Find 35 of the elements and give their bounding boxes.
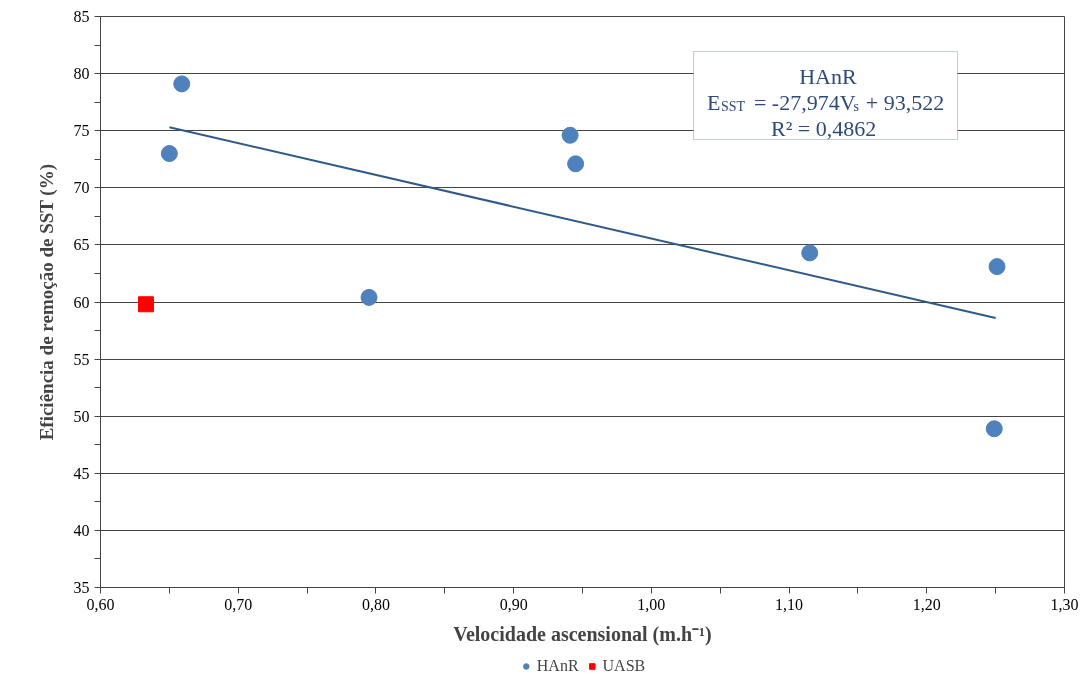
annotation: HAnR bbox=[799, 64, 857, 89]
y-tick-label: 70 bbox=[73, 179, 90, 197]
y-tick-label: 85 bbox=[73, 8, 90, 25]
x-tick-label: 1,00 bbox=[637, 595, 666, 613]
annotation: R² = 0,4862 bbox=[771, 116, 877, 141]
legend-label: HAnR bbox=[536, 657, 579, 675]
point bbox=[985, 420, 1003, 438]
y-tick-label: 35 bbox=[73, 579, 90, 596]
y-tick-label: 60 bbox=[73, 293, 90, 311]
y-tick-label: 75 bbox=[73, 122, 90, 140]
annotation: ESST = -27,974Vs + 93,522 bbox=[706, 90, 945, 115]
y-tick-label: 80 bbox=[73, 65, 90, 83]
x-tick-label: 0,80 bbox=[361, 595, 390, 613]
y-axis-title: Eficiência de remoção de SST (%) bbox=[35, 163, 58, 441]
x-tick-label: 0,90 bbox=[499, 595, 528, 613]
y-tick-label: 50 bbox=[73, 407, 90, 425]
point bbox=[173, 75, 191, 93]
x-tick-label: 0,60 bbox=[86, 595, 115, 613]
x-axis-title: Velocidade ascensional (m.h⁻¹) bbox=[453, 622, 712, 646]
x-tick-label: 1,30 bbox=[1050, 595, 1079, 613]
x-tick-label: 1,20 bbox=[912, 595, 941, 613]
x-tick-label: 0,70 bbox=[224, 595, 253, 613]
point bbox=[360, 288, 378, 306]
y-tick-label: 65 bbox=[73, 236, 90, 254]
point bbox=[137, 296, 154, 313]
point bbox=[561, 126, 579, 144]
point bbox=[160, 145, 178, 163]
point bbox=[988, 258, 1006, 276]
y-tick-label: 45 bbox=[73, 464, 90, 482]
y-tick-label: 55 bbox=[73, 350, 90, 368]
legend-label: UASB bbox=[602, 657, 646, 675]
point bbox=[567, 155, 585, 173]
y-tick-label: 40 bbox=[73, 521, 90, 539]
x-tick-label: 1,10 bbox=[775, 595, 804, 613]
point bbox=[801, 244, 819, 262]
